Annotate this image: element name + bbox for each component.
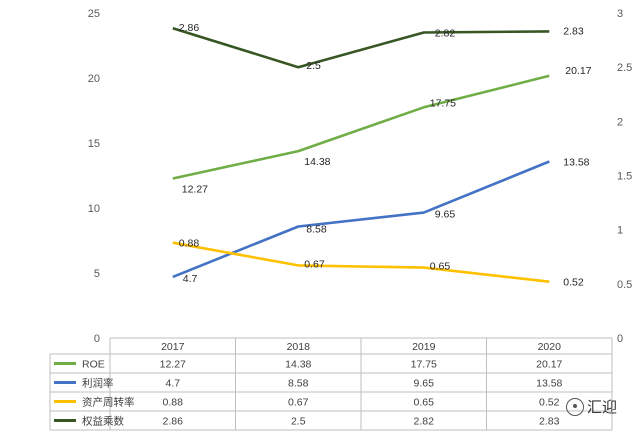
table-cell: 9.65: [414, 378, 435, 390]
data-label: 0.52: [563, 277, 584, 289]
table-cell: 0.65: [414, 397, 435, 409]
data-label: 14.38: [304, 156, 330, 168]
series-line-2: [172, 241, 550, 283]
legend-label: 权益乘数: [82, 415, 124, 428]
series-line-1: [172, 160, 550, 279]
y-left-tick-label: 20: [88, 73, 100, 85]
y-right-tick-label: 0: [617, 333, 623, 345]
data-label: 4.7: [183, 273, 198, 285]
table-cell: 0.67: [288, 397, 309, 409]
x-category-label: 2017: [161, 341, 185, 353]
data-label: 12.27: [182, 183, 208, 195]
series-line-3: [172, 26, 550, 69]
y-left-tick-label: 25: [88, 8, 100, 20]
y-right-tick-label: 1.5: [617, 171, 632, 183]
x-category-label: 2019: [412, 341, 436, 353]
y-right-tick-label: 1: [617, 225, 623, 237]
table-cell: 4.7: [165, 378, 180, 390]
data-label: 9.65: [435, 209, 456, 221]
series-line-0: [172, 74, 550, 180]
data-label: 20.17: [565, 65, 591, 77]
table-cell: 2.83: [539, 416, 560, 428]
table-cell: 2.82: [414, 416, 435, 428]
watermark: 汇迎: [566, 396, 617, 417]
data-label: 0.88: [179, 238, 200, 250]
data-label: 2.82: [435, 28, 456, 40]
data-label: 13.58: [563, 156, 589, 168]
table-cell: 17.75: [411, 359, 437, 371]
x-category-label: 2020: [538, 341, 562, 353]
data-label: 8.58: [306, 223, 327, 235]
table-cell: 14.38: [285, 359, 311, 371]
y-left-tick-label: 0: [94, 333, 100, 345]
data-label: 17.75: [430, 97, 456, 109]
y-left-tick-label: 5: [94, 268, 100, 280]
data-label: 0.67: [304, 258, 325, 270]
x-category-label: 2018: [287, 341, 311, 353]
legend-label: 资产周转率: [82, 396, 135, 409]
y-left-tick-label: 10: [88, 203, 100, 215]
watermark-text: 汇迎: [587, 399, 618, 416]
legend-label: 利润率: [82, 377, 114, 390]
y-right-tick-label: 3: [617, 8, 623, 20]
table-cell: 20.17: [536, 359, 562, 371]
y-right-tick-label: 2: [617, 116, 623, 128]
table-cell: 13.58: [536, 378, 562, 390]
table-cell: 2.86: [163, 416, 184, 428]
data-label: 2.83: [563, 25, 584, 37]
data-label: 2.5: [306, 60, 321, 72]
y-right-tick-label: 2.5: [617, 62, 632, 74]
wechat-icon: [566, 397, 584, 416]
table-cell: 12.27: [160, 359, 186, 371]
legend-label: ROE: [82, 359, 105, 371]
table-cell: 0.88: [163, 397, 184, 409]
y-right-tick-label: 0.5: [617, 279, 632, 291]
data-label: 0.65: [430, 261, 451, 273]
table-cell: 2.5: [291, 416, 306, 428]
table-cell: 8.58: [288, 378, 309, 390]
y-left-tick-label: 15: [88, 138, 100, 150]
table-cell: 0.52: [539, 397, 560, 409]
data-label: 2.86: [179, 22, 200, 34]
